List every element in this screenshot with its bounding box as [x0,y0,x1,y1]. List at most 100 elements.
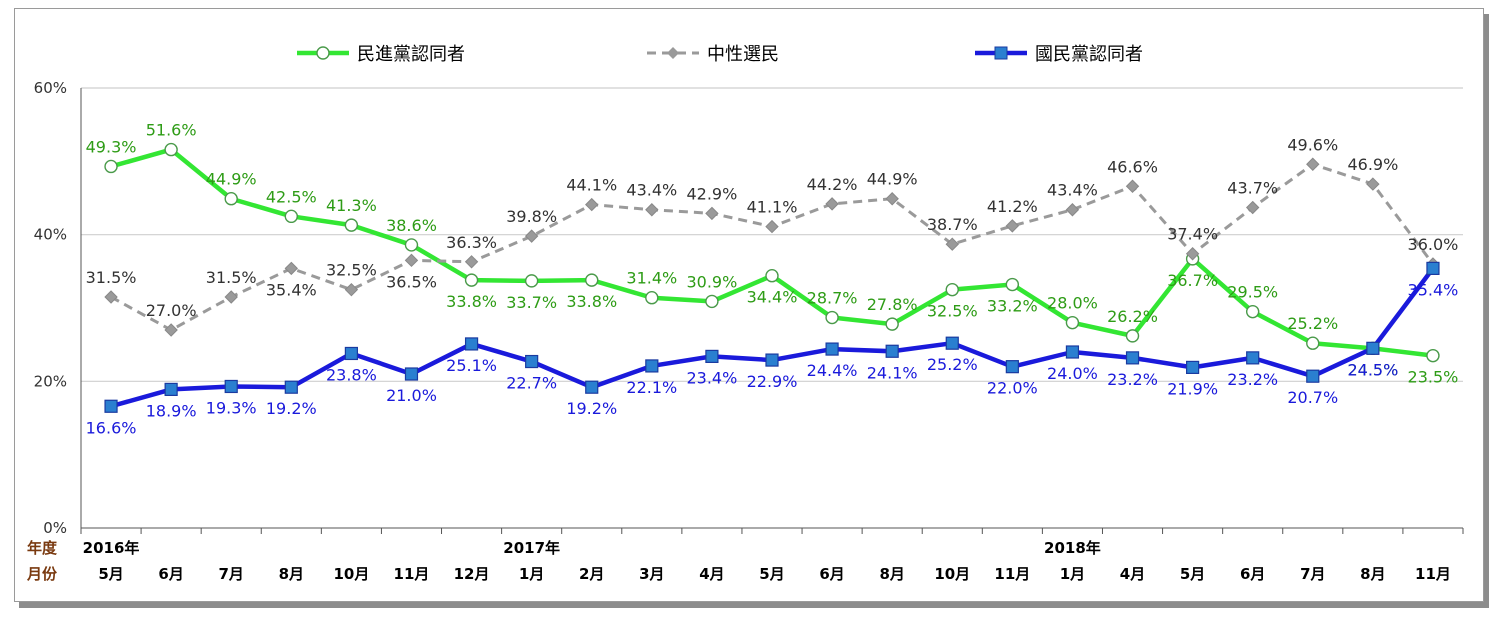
y-tick-label: 0% [43,519,67,537]
data-label: 41.3% [326,196,377,215]
data-point [825,197,839,211]
data-labels: 49.3% 51.6% 44.9% 42.5% 41.3% 38.6% 33.8% 33.7%… [86,121,1459,438]
data-point [284,380,298,394]
data-label: 31.5% [86,268,137,287]
data-label: 49.3% [86,137,137,156]
data-point [1245,304,1260,319]
data-label: 33.8% [566,292,617,311]
data-label: 21.0% [386,386,437,405]
data-point [1065,203,1080,217]
data-point [1185,247,1200,261]
data-label: 35.4% [1408,280,1459,299]
data-label: 44.9% [206,170,257,189]
data-label: 38.6% [386,216,437,235]
x-tick-label: 5月 [1180,565,1205,583]
data-point [104,399,118,413]
data-point [1065,315,1080,330]
data-label: 19.3% [206,398,257,417]
x-tick-label: 11月 [394,565,430,583]
data-label: 44.9% [867,170,918,189]
data-label: 43.4% [626,181,677,200]
x-tick-label: 4月 [1120,565,1145,583]
series-markers [104,142,1440,413]
data-label: 19.2% [566,399,617,418]
data-label: 32.5% [326,261,377,280]
data-label: 22.9% [747,372,798,391]
data-label: 37.4% [1167,225,1218,244]
data-point [344,346,358,361]
x-tick-label: 12月 [454,565,490,583]
data-point [464,273,479,287]
data-point [1125,329,1140,343]
legend-marker [994,46,1008,60]
data-label: 25.2% [1287,314,1338,333]
x-tick-label: 6月 [158,565,183,583]
data-label: 34.4% [747,288,798,307]
x-tick-label: 8月 [879,565,904,583]
legend-label: 國民黨認同者 [1035,44,1143,65]
data-label: 23.4% [686,368,737,387]
data-point [284,261,299,276]
data-label: 24.4% [807,361,858,380]
legend-marker [667,47,679,59]
data-point [1366,341,1380,355]
x-tick-label: 11月 [1415,565,1451,583]
data-point [1246,351,1260,365]
data-point [1366,177,1380,191]
data-label: 41.1% [747,198,798,217]
x-tick-label: 10月 [934,565,970,583]
data-point [1306,157,1320,171]
data-label: 19.2% [266,399,317,418]
data-label: 27.8% [867,295,918,314]
x-tick-label: 6月 [1240,565,1265,583]
data-label: 41.2% [987,197,1038,216]
data-point [104,159,118,174]
data-label: 23.2% [1107,370,1158,389]
data-point [945,237,959,251]
data-label: 31.5% [206,268,257,287]
data-point [1186,360,1200,374]
data-point [825,342,839,356]
data-point [1005,277,1020,292]
x-tick-label: 8月 [279,565,304,583]
x-tick-label: 7月 [218,565,243,583]
x-tick-label: 6月 [819,565,844,583]
data-point [344,218,359,232]
data-point [765,269,779,283]
data-point [1426,261,1440,275]
data-point [164,382,178,396]
data-label: 23.5% [1408,368,1459,387]
data-point [104,290,118,304]
row-header-year: 年度 [27,539,58,557]
data-label: 29.5% [1227,283,1278,302]
data-label: 32.5% [927,302,978,321]
chart-frame: 民進黨認同者 中性選民 國民黨認同者 0% 20% 40% 60% 年度 月份 2016年 201… [14,8,1484,602]
data-point [705,349,719,363]
data-label: 22.7% [506,374,557,393]
data-label: 26.2% [1107,307,1158,326]
data-point [885,344,899,358]
data-label: 42.9% [686,184,737,203]
data-label: 28.0% [1047,294,1098,313]
data-point [1245,200,1260,215]
data-label: 23.8% [326,365,377,384]
legend-label: 民進黨認同者 [357,44,465,65]
data-point [464,255,479,269]
data-point [524,274,539,288]
data-label: 21.9% [1167,379,1218,398]
x-tick-label: 1月 [519,565,544,583]
grid [81,87,1463,382]
data-label: 44.1% [566,176,617,195]
data-point [224,192,238,206]
data-point [464,337,479,351]
y-tick-label: 20% [34,372,67,390]
data-label: 33.7% [506,293,557,312]
data-label: 51.6% [146,121,197,140]
data-label: 35.4% [266,280,317,299]
data-point [885,317,899,331]
data-point [765,219,779,234]
data-label: 24.1% [867,363,918,382]
data-label: 22.0% [987,379,1038,398]
data-label: 33.8% [446,292,497,311]
data-label: 38.7% [927,215,978,234]
